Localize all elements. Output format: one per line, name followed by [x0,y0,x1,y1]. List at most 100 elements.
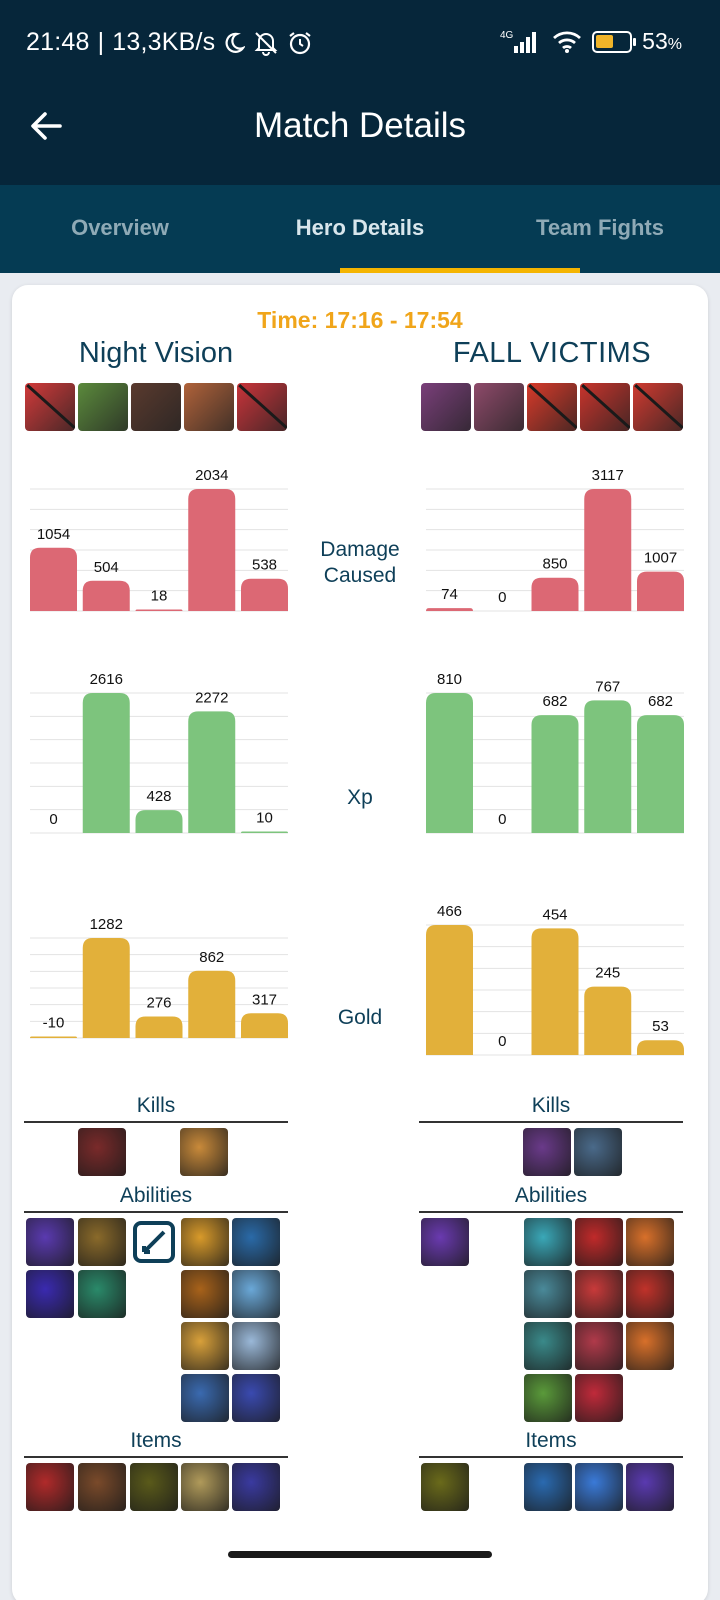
bar-value-label: 454 [542,906,567,923]
network-type: 4G [500,30,514,41]
left-team-name: Night Vision [78,337,234,369]
left-gold-chart: -10 1282 276 862 317 [30,910,288,1045]
gold-label: Gold [337,1006,383,1029]
item-icon[interactable] [232,1463,280,1511]
killed-hero-icon[interactable] [78,1128,126,1176]
killed-hero-icon[interactable] [523,1128,571,1176]
bar-value-label: 3117 [592,467,624,484]
bar-value-label: 2272 [195,689,228,706]
bar-value-label: 18 [151,588,168,605]
ability-icon[interactable] [232,1270,280,1318]
ability-icon[interactable] [78,1218,126,1266]
chart-bar [188,711,236,833]
ability-icon[interactable] [181,1270,229,1318]
ability-icon[interactable] [575,1218,623,1266]
tab-team-fights[interactable]: Team Fights [536,215,664,240]
ability-icon[interactable] [421,1218,469,1266]
damage-label: Damage Caused [320,538,400,587]
right-hero-portrait[interactable] [474,383,524,431]
bar-value-label: 428 [146,788,171,805]
ability-icon[interactable] [524,1270,572,1318]
edit-icon[interactable] [130,1218,178,1266]
xp-label: Xp [347,786,373,809]
item-icon[interactable] [626,1463,674,1511]
ability-icon[interactable] [181,1322,229,1370]
bar-value-label: 810 [437,671,462,688]
chart-bar [584,489,632,611]
ability-icon[interactable] [626,1218,674,1266]
page-title: Match Details [253,106,467,145]
chart-bar [637,571,684,611]
item-icon[interactable] [575,1463,623,1511]
chart-bar [135,609,183,611]
left-hero-portrait[interactable] [25,383,75,431]
ability-icon[interactable] [575,1270,623,1318]
chart-bar [584,700,632,833]
bar-value-label: 276 [146,994,171,1011]
item-icon[interactable] [130,1463,178,1511]
ability-icon[interactable] [575,1322,623,1370]
item-icon[interactable] [26,1463,74,1511]
bar-value-label: 682 [648,693,673,710]
ability-icon[interactable] [524,1374,572,1422]
ability-icon[interactable] [26,1270,74,1318]
ability-icon[interactable] [575,1374,623,1422]
ability-icon[interactable] [181,1374,229,1422]
left-hero-row [25,383,287,431]
gesture-nav-bar[interactable] [228,1551,492,1558]
killed-hero-icon[interactable] [180,1128,228,1176]
alarm-icon [289,31,311,54]
bar-value-label: 1007 [644,550,677,567]
bar-value-label: 538 [252,557,277,574]
tab-overview[interactable]: Overview [71,215,169,240]
bar-value-label: 682 [542,693,567,710]
network-speed: 13,3KB/s [112,28,216,56]
left-xp-chart: 0 2616 428 2272 10 [30,665,288,840]
chart-bar [135,1016,183,1038]
back-button[interactable] [26,104,70,148]
item-icon[interactable] [181,1463,229,1511]
arrow-left-icon [31,112,62,140]
left-hero-portrait[interactable] [78,383,128,431]
ability-icon[interactable] [524,1218,572,1266]
item-icon[interactable] [421,1463,469,1511]
tab-hero-details[interactable]: Hero Details [295,215,425,240]
right-gold-chart: 466 0 454 245 53 [426,897,684,1062]
ability-icon[interactable] [524,1322,572,1370]
chart-bar [637,715,684,833]
right-hero-portrait[interactable] [580,383,630,431]
ability-icon[interactable] [232,1218,280,1266]
bar-value-label: 0 [49,811,57,828]
left-hero-portrait[interactable] [184,383,234,431]
item-icon[interactable] [78,1463,126,1511]
right-items-header: Items [525,1429,577,1452]
killed-hero-icon[interactable] [574,1128,622,1176]
status-left: 21:48 | 13,3KB/s [26,28,313,57]
chart-bar [135,810,183,833]
item-icon[interactable] [524,1463,572,1511]
ability-icon[interactable] [26,1218,74,1266]
wifi-icon [553,30,582,53]
right-hero-portrait[interactable] [527,383,577,431]
left-hero-portrait[interactable] [131,383,181,431]
ability-icon[interactable] [78,1270,126,1318]
ability-icon[interactable] [626,1270,674,1318]
divider [24,1456,288,1458]
chart-bar [584,986,632,1055]
chart-bar [82,580,130,611]
bar-value-label: 2616 [90,671,123,688]
fight-time: Time: 17:16 - 17:54 [257,307,463,333]
ability-icon[interactable] [232,1322,280,1370]
right-hero-portrait[interactable] [421,383,471,431]
ability-icon[interactable] [626,1322,674,1370]
right-hero-portrait[interactable] [633,383,683,431]
left-hero-portrait[interactable] [237,383,287,431]
bar-value-label: 862 [199,949,224,966]
chart-bar [426,925,473,1055]
active-tab-indicator [340,268,580,273]
bar-value-label: 2034 [195,467,228,484]
ability-icon[interactable] [232,1374,280,1422]
bar-value-label: 74 [441,586,458,603]
chart-bar [531,928,579,1055]
ability-icon[interactable] [181,1218,229,1266]
